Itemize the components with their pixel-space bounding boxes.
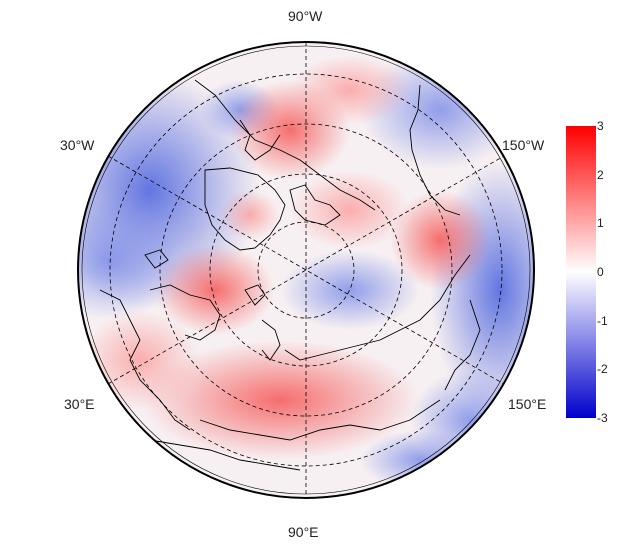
colorbar [566,126,596,418]
scandinavia-coast [149,284,221,341]
colorbar-tick-label: -1 [597,313,608,328]
meridian-150 [107,155,505,385]
meridian-30 [107,155,505,385]
anomaly-field [78,42,534,498]
latitude-circle-inner [257,221,355,319]
graticule [107,42,505,498]
greenland-coast [204,167,286,251]
lon-label-lower-right: 150°E [508,396,547,412]
canadian-arctic-coast [194,79,376,211]
map-border-inner [81,45,531,495]
lon-label-top: 90°W [288,8,323,24]
coastlines [99,79,481,471]
svalbard-coast [244,284,266,306]
anomaly-negative-center [280,250,420,330]
alaska-coast [409,84,461,216]
latitude-circle-edge [109,73,503,467]
anomaly-positive-scandinavia [155,245,275,335]
central-asia-border [149,439,301,471]
hudson-bay-coast [239,119,281,161]
anomaly-positive-south [140,340,420,460]
anomaly-positive-arctic [290,170,410,250]
anomaly-positive-northeast [290,55,410,125]
kamchatka-coast [444,299,481,391]
iceland-coast [144,249,169,269]
lon-label-upper-right: 150°W [502,137,545,153]
anomaly-positive-greenland [220,190,280,240]
colorbar-tick-label: 1 [597,216,604,231]
colorbar-tick-label: 0 [597,265,604,279]
colorbar-tick-label: -2 [597,362,608,377]
europe-coast [99,289,191,431]
lon-label-lower-left: 30°E [64,396,95,412]
lon-label-bottom: 90°E [288,524,319,540]
colorbar-tick-label: 3 [597,119,604,133]
colorbar-tick-label: 2 [597,167,604,182]
map-border [77,41,535,499]
novaya-zemlya-coast [261,319,281,361]
colorbar-gradient [566,126,596,418]
anomaly-positive-southwest [80,310,200,410]
siberia-coast [284,254,471,361]
anomaly-positive-pacific [390,190,490,290]
asia-interior-border [199,399,441,441]
lon-label-upper-left: 30°W [60,137,95,153]
colorbar-tick-label: -3 [597,411,608,425]
latitude-circle-outer [159,123,453,417]
arctic-islands [289,184,341,226]
